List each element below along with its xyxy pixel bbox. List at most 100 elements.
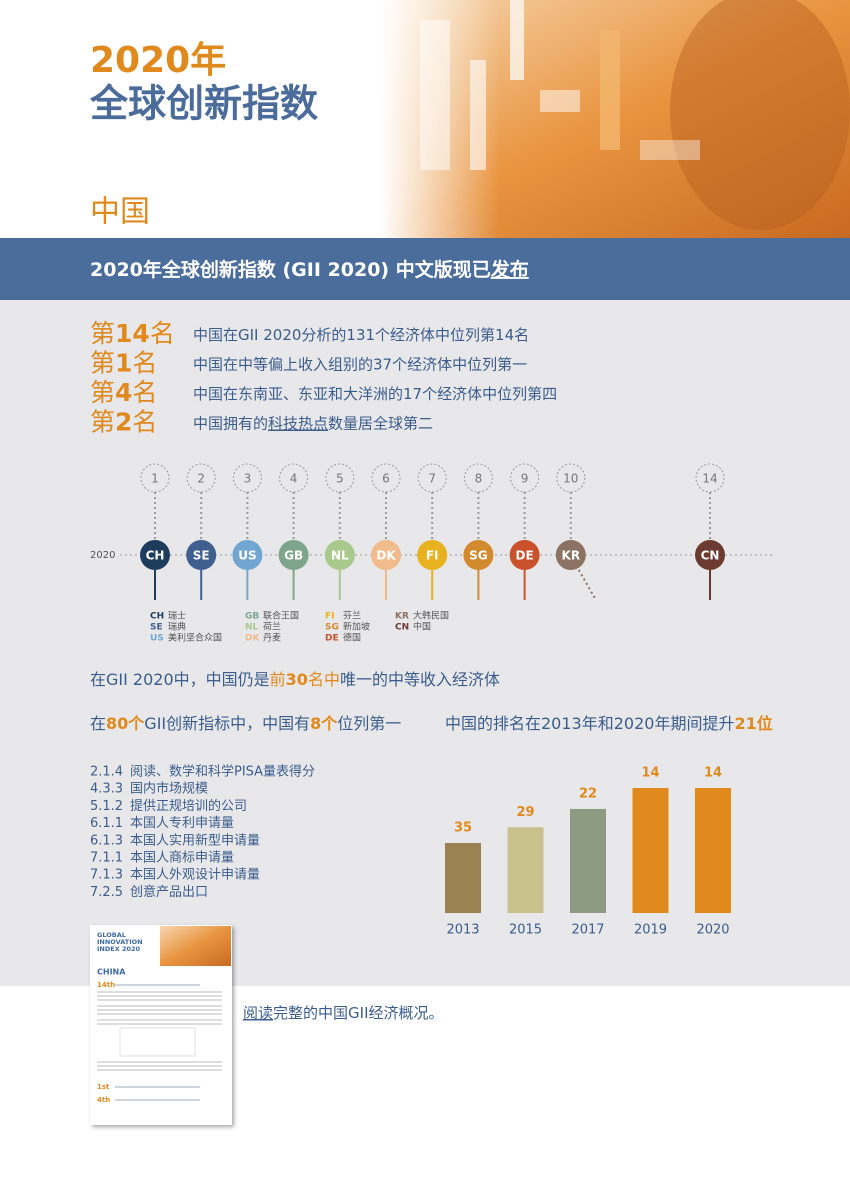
rank-label: 第1名 xyxy=(90,349,157,378)
legend-code: NL xyxy=(245,623,259,633)
bar-label: 22 xyxy=(579,786,597,801)
text-part: 8个 xyxy=(310,714,338,733)
rank-number: 2 xyxy=(197,472,205,486)
rank-circle xyxy=(417,463,447,493)
country-marker xyxy=(186,540,217,570)
banner-text: 2020年全球创新指数 (GII 2020) 中文版现已发布 xyxy=(90,258,529,281)
legend-name: 瑞士 xyxy=(168,610,186,622)
rank-label: 第2名 xyxy=(90,408,157,437)
legend-code: DE xyxy=(325,634,339,644)
text-part: 中国在东南亚、东亚和大洋洲的17个经济体中位列第四 xyxy=(193,385,557,403)
rank-text: 中国在中等偏上收入组别的37个经济体中位列第一 xyxy=(193,355,527,373)
text-part: 名 xyxy=(132,349,157,378)
legend-code: SE xyxy=(150,623,163,633)
text-part: 30 xyxy=(286,670,308,689)
text-part: 中国在GII 2020分析的131个经济体中位列第14名 xyxy=(193,326,529,344)
link[interactable]: 阅读 xyxy=(243,1004,273,1022)
chart-title: 中国的排名在2013年和2020年期间提升21位 xyxy=(445,714,773,733)
indicators-heading: 在80个GII创新指标中，中国有8个位列第一 xyxy=(90,714,401,733)
legend-code: DK xyxy=(245,634,260,644)
indicator-label: 本国人外观设计申请量 xyxy=(130,868,260,883)
text-part: GII创新指标中，中国有 xyxy=(144,714,310,733)
link[interactable]: 科技热点 xyxy=(268,414,328,432)
legend-name: 丹麦 xyxy=(263,632,281,644)
country-marker xyxy=(555,540,586,570)
indicator-label: 提供正规培训的公司 xyxy=(130,798,247,814)
thumb-table xyxy=(119,1027,196,1057)
bar-label: 14 xyxy=(641,766,659,781)
rank-label: 第4名 xyxy=(90,378,157,407)
rank-number: 10 xyxy=(563,472,578,486)
text-part: 21位 xyxy=(734,714,772,733)
legend-code: SG xyxy=(325,623,339,633)
x-tick-label: 2015 xyxy=(509,923,542,938)
rank-text: 中国在GII 2020分析的131个经济体中位列第14名 xyxy=(193,326,529,344)
timeline-year: 2020 xyxy=(90,550,115,561)
legend-code: CN xyxy=(395,623,409,633)
link[interactable]: 发布 xyxy=(490,258,529,281)
country-marker xyxy=(695,540,725,570)
rank-number: 6 xyxy=(382,472,390,486)
rank-number: 9 xyxy=(521,472,529,486)
country-code: DK xyxy=(376,549,396,563)
rank-circle xyxy=(186,463,216,493)
rank-circle xyxy=(325,463,355,493)
country-code: US xyxy=(238,549,256,563)
thumb-title: GLOBAL xyxy=(97,931,126,939)
x-tick-label: 2017 xyxy=(571,923,604,938)
text-part: 完整的中国GII经济概况。 xyxy=(273,1004,443,1022)
country-marker xyxy=(509,540,540,570)
country-marker xyxy=(278,540,309,570)
thumb-title: INDEX 2020 xyxy=(97,945,141,953)
legend-code: CH xyxy=(150,612,164,622)
country-marker xyxy=(417,540,448,570)
text-part: 第 xyxy=(90,378,115,407)
legend-code: US xyxy=(150,634,164,644)
text-part: 中国在中等偏上收入组别的37个经济体中位列第一 xyxy=(193,355,527,373)
year-title: 2020年 xyxy=(90,40,226,81)
rank-number: 3 xyxy=(244,472,252,486)
thumb-title: INNOVATION xyxy=(97,938,143,946)
rank-circle xyxy=(232,463,262,493)
text-part: 位列第一 xyxy=(337,714,401,733)
banner xyxy=(0,238,850,300)
indicator-label: 阅读、数学和科学PISA量表得分 xyxy=(130,764,315,780)
text-part: 名 xyxy=(132,378,157,407)
country-marker xyxy=(324,540,355,570)
indicator-label: 本国人专利申请量 xyxy=(130,816,234,831)
statement: 在GII 2020中，中国仍是前30名中唯一的中等收入经济体 xyxy=(90,670,500,689)
text-part: 第 xyxy=(90,349,115,378)
indicator-label: 创意产品出口 xyxy=(130,884,208,900)
text-part: 唯一的中等收入经济体 xyxy=(340,670,500,689)
country-marker xyxy=(371,540,401,570)
country-marker xyxy=(232,540,263,570)
rank-circle xyxy=(463,463,493,493)
indicator-code: 4.3.3 xyxy=(90,782,123,797)
text-part: 4 xyxy=(115,378,132,407)
text-part: 2020年全球创新指数 (GII 2020) 中文版现已 xyxy=(90,258,491,281)
rank-number: 8 xyxy=(475,472,483,486)
header-image xyxy=(380,0,850,238)
text-part: 前 xyxy=(270,670,286,689)
country-code: KR xyxy=(562,549,581,563)
country-code: SE xyxy=(193,549,210,563)
rank-number: 7 xyxy=(428,472,436,486)
country-code: SG xyxy=(469,549,488,563)
indicator-label: 本国人商标申请量 xyxy=(130,851,234,866)
country-code: CH xyxy=(146,549,165,563)
country-title: 中国 xyxy=(90,195,150,230)
text-part: 第 xyxy=(90,408,115,437)
legend-code: KR xyxy=(395,612,409,622)
rank-circle xyxy=(695,463,725,493)
rank-circle xyxy=(556,463,586,493)
rank-number: 14 xyxy=(702,472,717,486)
text-part: 80个 xyxy=(106,714,145,733)
text-part: 名 xyxy=(150,319,175,348)
legend-name: 荷兰 xyxy=(263,621,281,633)
rank-circle xyxy=(510,463,540,493)
rank-label: 第14名 xyxy=(90,319,175,348)
x-tick-label: 2019 xyxy=(634,923,667,938)
thumb-rank: 1st xyxy=(97,1083,110,1091)
country-code: GB xyxy=(284,549,303,563)
